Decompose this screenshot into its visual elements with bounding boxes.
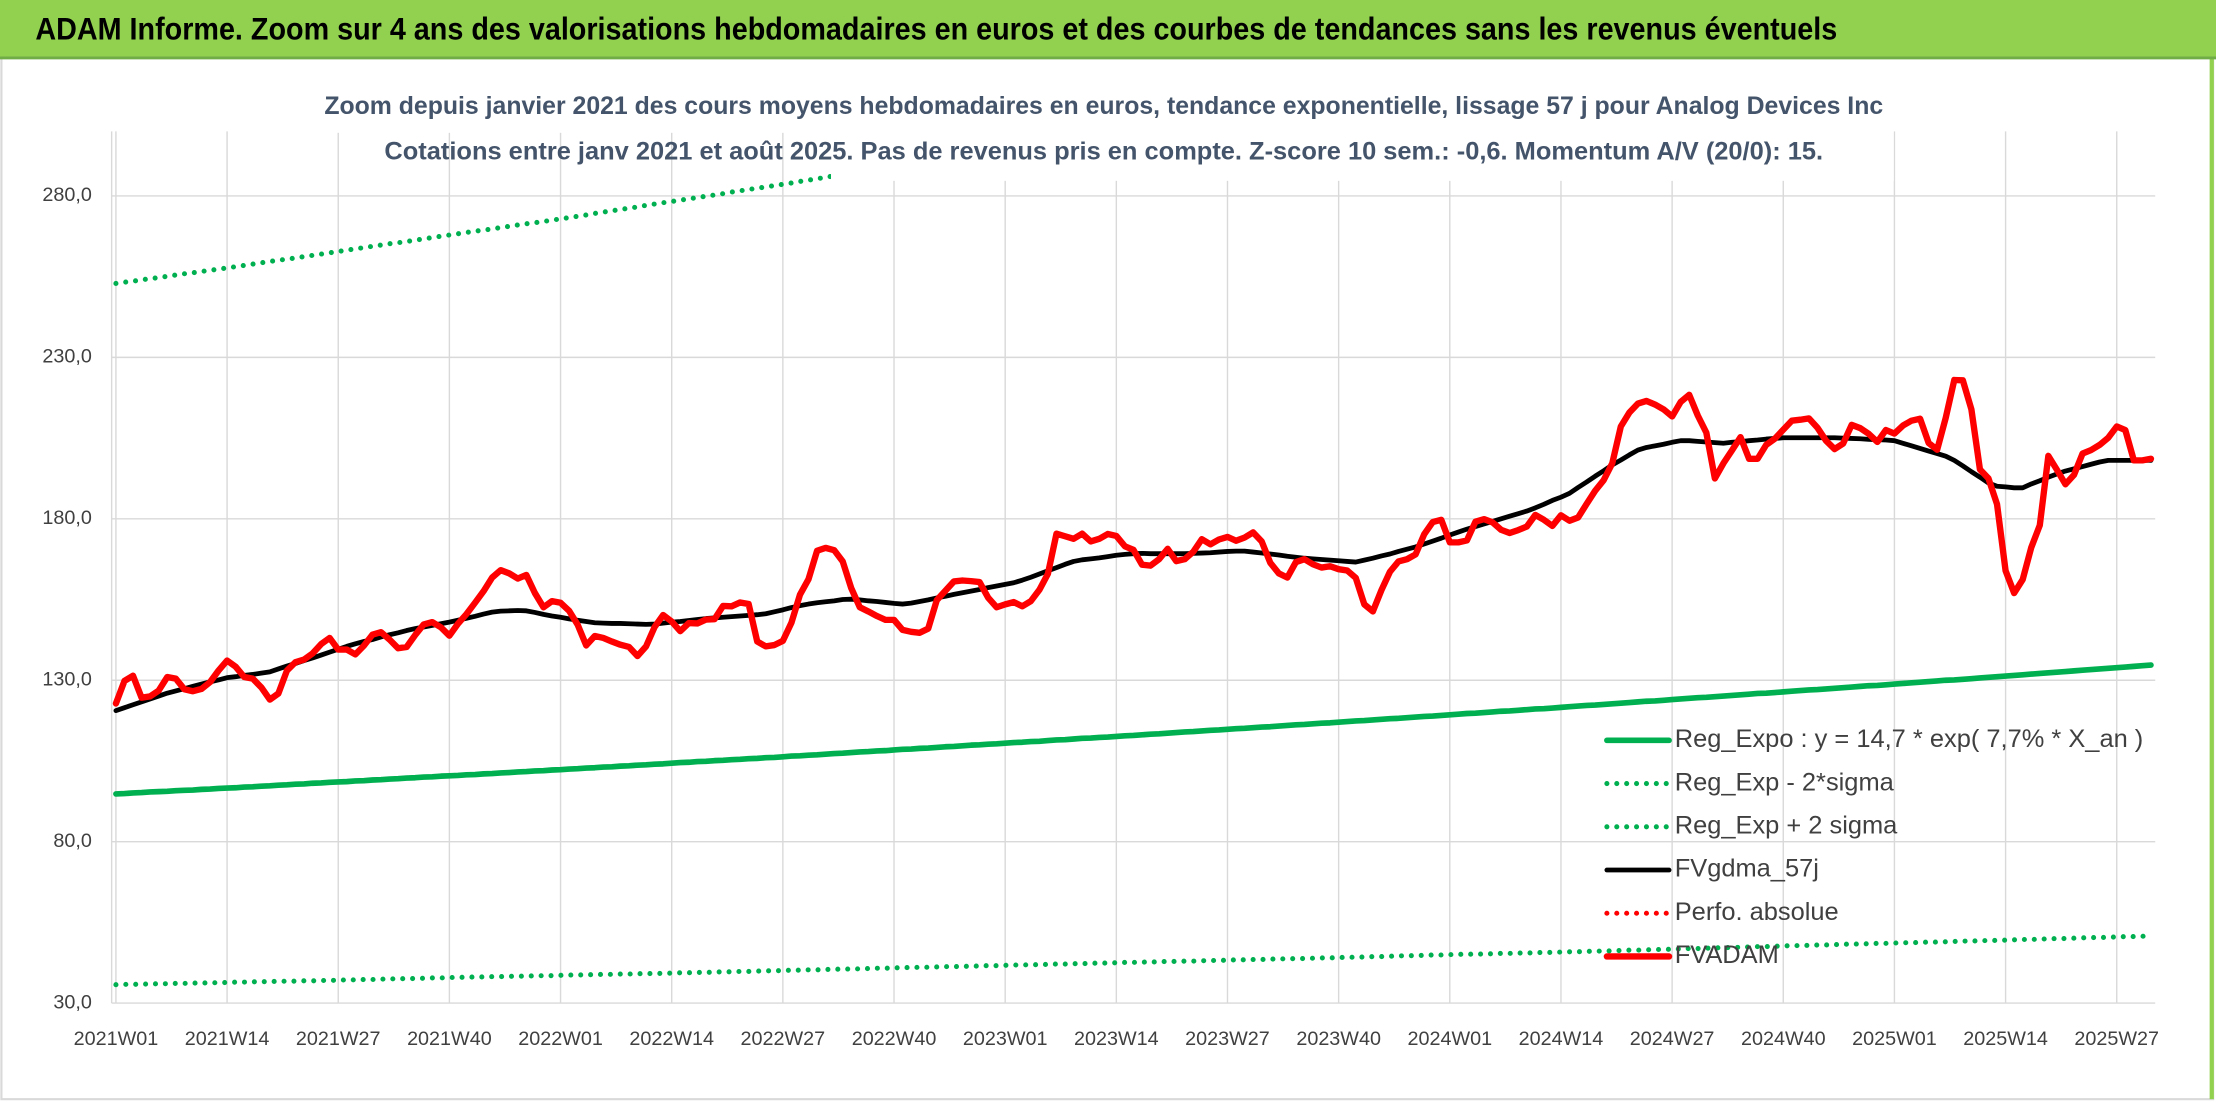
x-tick-label: 2021W14: [185, 1028, 270, 1050]
legend-label: Reg_Expo : y = 14,7 * exp( 7,7% * X_an ): [1675, 725, 2144, 753]
axes: 30,0 80,0 130,0 180,0 230,0 280,0 2021W01 2021W…: [42, 184, 2159, 1050]
x-tick-label: 2022W27: [741, 1028, 826, 1050]
x-tick-label: 2023W27: [1185, 1028, 1270, 1050]
grid: [110, 131, 2156, 1004]
x-tick-label: 2022W01: [518, 1028, 603, 1050]
legend-label: FVgdma_57j: [1675, 855, 1819, 883]
legend-label: Reg_Exp + 2 sigma: [1675, 812, 1898, 840]
x-tick-label: 2024W14: [1519, 1028, 1604, 1050]
chart-subtitle: Cotations entre janv 2021 et août 2025. …: [384, 137, 1823, 165]
y-tick-label: 80,0: [53, 830, 91, 852]
y-tick-label: 180,0: [42, 507, 91, 529]
y-tick-label: 280,0: [42, 184, 91, 206]
chart-title: Zoom depuis janvier 2021 des cours moyen…: [324, 92, 1883, 120]
x-tick-label: 2025W14: [1963, 1028, 2048, 1050]
x-tick-label: 2021W01: [74, 1028, 159, 1050]
series-line: [113, 662, 2154, 797]
x-tick-label: 2024W40: [1741, 1028, 1826, 1050]
x-tick-label: 2025W01: [1852, 1028, 1937, 1050]
legend-label: FVADAM: [1675, 941, 1779, 969]
legend-label: Reg_Exp - 2*sigma: [1675, 768, 1895, 796]
y-tick-label: 230,0: [42, 346, 91, 368]
x-tick-label: 2021W40: [407, 1028, 492, 1050]
plot-area: [112, 131, 2155, 988]
x-tick-label: 2023W40: [1296, 1028, 1381, 1050]
x-tick-label: 2021W27: [296, 1028, 381, 1050]
title-background: [319, 81, 1891, 133]
x-tick-label: 2022W40: [852, 1028, 937, 1050]
series-line: [112, 376, 2155, 707]
y-tick-label: 130,0: [42, 668, 91, 690]
x-tick-label: 2022W14: [629, 1028, 714, 1050]
legend-label: Perfo. absolue: [1675, 898, 1839, 926]
series-line: [113, 933, 2154, 988]
legend: Reg_Expo : y = 14,7 * exp( 7,7% * X_an )…: [1603, 725, 2144, 969]
x-tick-label: 2023W01: [963, 1028, 1048, 1050]
y-tick-label: 30,0: [53, 991, 91, 1013]
x-tick-label: 2024W01: [1407, 1028, 1492, 1050]
page-title: ADAM Informe. Zoom sur 4 ans des valoris…: [35, 11, 1837, 46]
x-tick-label: 2024W27: [1630, 1028, 1715, 1050]
header-bar: [0, 0, 2216, 58]
x-tick-label: 2023W14: [1074, 1028, 1159, 1050]
x-tick-label: 2025W27: [2074, 1028, 2159, 1050]
